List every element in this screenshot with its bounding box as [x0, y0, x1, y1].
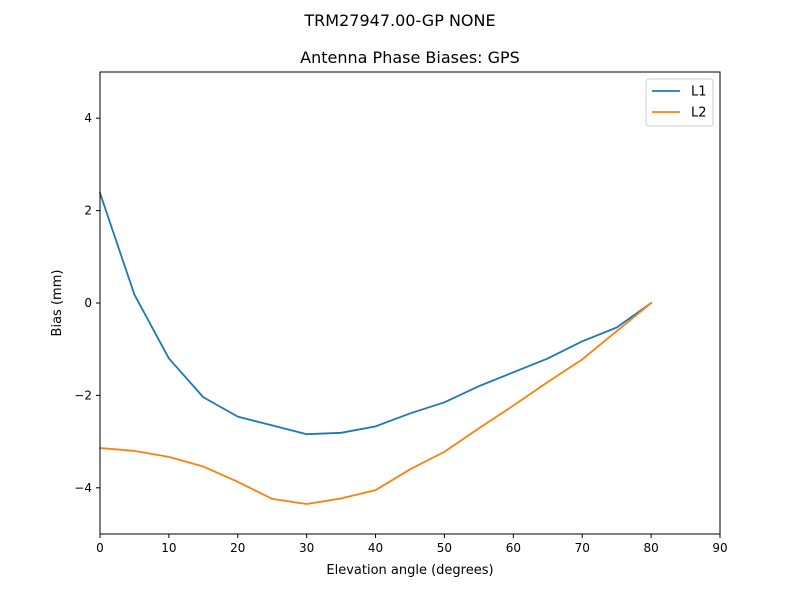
- legend-label-l2: L2: [691, 106, 707, 121]
- chart-suptitle: TRM27947.00-GP NONE: [303, 11, 495, 30]
- series-line-l2: [99, 301, 653, 505]
- x-tick-label: 80: [643, 541, 658, 555]
- x-tick-label: 20: [230, 541, 245, 555]
- x-tick-label: 50: [437, 541, 452, 555]
- x-tick-label: 10: [161, 541, 176, 555]
- x-axis-ticks: 0 10 20 30 40 50 60 70 80 90: [96, 534, 728, 555]
- plot-lines: [98, 191, 653, 505]
- y-tick-label: 4: [84, 111, 92, 125]
- y-axis-ticks: −4 −2 0 2 4: [74, 111, 100, 495]
- x-tick-label: 40: [368, 541, 383, 555]
- x-tick-label: 30: [299, 541, 314, 555]
- legend-label-l1: L1: [691, 85, 707, 100]
- y-tick-label: 2: [84, 204, 92, 218]
- series-line-l1: [98, 191, 653, 436]
- y-tick-label: −2: [74, 388, 92, 402]
- chart-title: Antenna Phase Biases: GPS: [300, 48, 520, 67]
- x-tick-label: 60: [506, 541, 521, 555]
- x-tick-label: 70: [575, 541, 590, 555]
- x-tick-label: 90: [712, 541, 727, 555]
- y-tick-label: 0: [84, 296, 92, 310]
- y-tick-label: −4: [74, 481, 92, 495]
- x-tick-label: 0: [96, 541, 104, 555]
- y-axis-label: Bias (mm): [50, 270, 65, 337]
- x-axis-label: Elevation angle (degrees): [326, 563, 493, 578]
